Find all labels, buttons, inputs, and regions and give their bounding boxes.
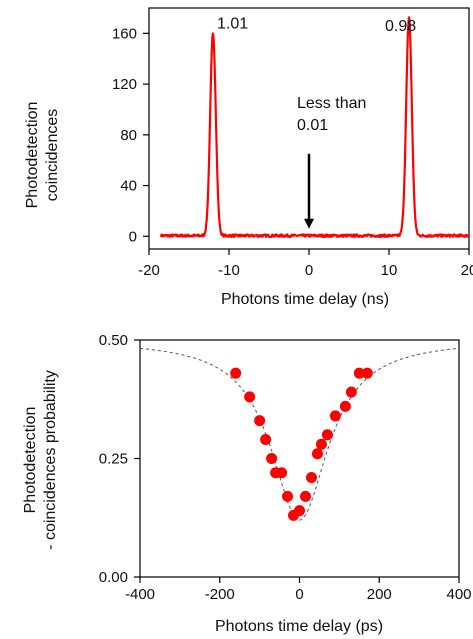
bottom-y-tick-label: 0.25 [99, 451, 128, 468]
bottom-data-point [361, 367, 373, 379]
bottom-x-tick-label: 400 [446, 586, 471, 603]
bottom-x-tick-label: -200 [205, 586, 235, 603]
top-x-tick-label: -10 [218, 262, 240, 279]
bottom-data-point [305, 471, 317, 483]
top-y-axis-label-line1: Photodetection [24, 102, 41, 209]
top-chart: 0 40 80 120 160 -20 -10 0 10 20 1.01 0.98 Less tha… [24, 7, 473, 308]
top-arrow-head [304, 218, 314, 229]
top-x-ticks: -20 -10 0 10 20 [138, 249, 473, 279]
bottom-y-axis-label-line2: - coincidences probability [42, 370, 59, 550]
bottom-x-tick-label: 0 [295, 586, 303, 603]
bottom-data-point [230, 367, 242, 379]
top-series-line [159, 16, 470, 239]
bottom-data-point [266, 453, 278, 464]
bottom-data-point [244, 391, 256, 403]
top-x-tick-label: 10 [381, 262, 398, 279]
top-x-tick-label: -20 [138, 262, 160, 279]
bottom-x-ticks: -400 -200 0 200 400 [125, 577, 472, 603]
bottom-data-point [345, 386, 357, 398]
bottom-data-point [311, 448, 323, 460]
bottom-y-axis-label-line1: Photodetection [22, 407, 39, 514]
top-annotation: 0.01 [297, 117, 328, 134]
bottom-data-point [254, 415, 266, 427]
top-y-tick-label: 0 [129, 228, 137, 245]
bottom-data-point [353, 367, 365, 379]
top-annotation: 1.01 [217, 15, 248, 32]
top-annotation: 0.98 [385, 18, 416, 35]
bottom-data-point [315, 438, 327, 450]
top-x-tick-label: 0 [305, 262, 313, 279]
top-y-tick-label: 40 [120, 178, 137, 195]
top-y-tick-label: 120 [112, 76, 137, 93]
bottom-y-tick-label: 0.00 [99, 569, 128, 586]
top-y-tick-label: 160 [112, 25, 137, 42]
bottom-data-point [329, 410, 341, 422]
bottom-data-point [282, 490, 294, 502]
top-annotations: 1.01 0.98 Less than 0.01 [217, 15, 416, 229]
bottom-data-point [276, 467, 288, 479]
bottom-x-axis-label: Photons time delay (ps) [215, 618, 383, 635]
bottom-plot-frame [139, 339, 460, 578]
bottom-y-ticks: 0.00 0.25 0.50 [99, 332, 140, 586]
bottom-data-point [294, 505, 305, 517]
bottom-x-tick-label: -400 [125, 586, 155, 603]
bottom-points [230, 367, 373, 521]
bottom-data-point [299, 490, 311, 502]
top-y-tick-label: 80 [120, 127, 137, 144]
top-annotation: Less than [297, 95, 366, 112]
bottom-chart: 0.00 0.25 0.50 -400 -200 0 200 400 Photons tim… [22, 332, 472, 635]
bottom-data-point [339, 400, 351, 412]
bottom-data-point [260, 434, 272, 446]
bottom-y-tick-label: 0.50 [99, 332, 128, 349]
top-series [159, 16, 470, 239]
top-y-ticks: 0 40 80 120 160 [112, 25, 149, 245]
bottom-fit-line [139, 347, 460, 521]
top-y-axis-label-line2: coincidences [44, 109, 61, 202]
top-x-axis-label: Photons time delay (ns) [221, 291, 389, 308]
bottom-fit-curve [139, 347, 460, 521]
bottom-data-point [321, 429, 333, 441]
bottom-x-tick-label: 200 [367, 586, 392, 603]
top-x-tick-label: 20 [461, 262, 473, 279]
